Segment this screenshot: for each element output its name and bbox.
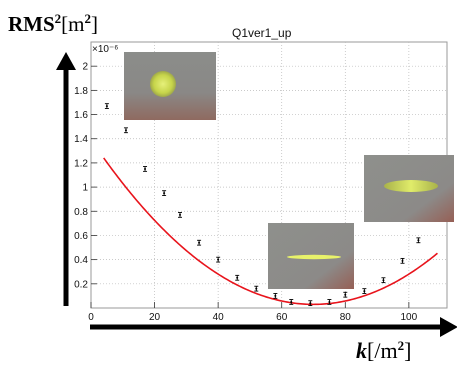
data-point [308, 300, 313, 307]
point-marker [236, 276, 239, 279]
tick-label-x: 60 [276, 312, 288, 323]
data-point [254, 285, 259, 292]
point-marker [290, 300, 293, 303]
data-point [143, 166, 148, 172]
tick-label-x: 0 [88, 312, 94, 323]
tick-label-y: 0.6 [74, 231, 88, 242]
tick-label-y: 0.8 [74, 207, 88, 218]
point-marker [328, 300, 331, 303]
tick-label-y: 1.4 [74, 134, 88, 145]
tick-marks [90, 65, 410, 308]
beam-spot-elongated [364, 155, 454, 222]
data-point [289, 299, 294, 305]
point-marker [274, 294, 277, 297]
data-point [416, 237, 421, 244]
data-point [104, 103, 109, 109]
point-marker [344, 293, 347, 296]
point-marker [382, 279, 385, 282]
tick-label-y: 1.6 [74, 110, 88, 121]
tick-label-x: 100 [401, 312, 418, 323]
point-marker [198, 241, 201, 244]
point-marker [363, 290, 366, 293]
elongated-beam-spot [384, 180, 438, 192]
y-axis-title: RMS2[m2] [8, 11, 98, 36]
point-marker [124, 129, 127, 132]
data-points [104, 103, 421, 307]
x-axis-arrow [90, 317, 457, 337]
tick-label-y: 1 [82, 183, 88, 194]
tick-labels: 0 20 40 60 80 100 0.2 0.4 0.6 0.8 1 1.2 1.4 1.6 1.8 2 [74, 62, 418, 323]
tick-label-y: 0.2 [74, 279, 88, 290]
tick-label-x: 20 [149, 312, 161, 323]
x-axis-title: k[/m2] [356, 338, 411, 363]
point-marker [163, 192, 166, 195]
point-marker [217, 258, 220, 261]
data-point [381, 277, 386, 284]
data-point [343, 291, 348, 298]
data-point [197, 239, 202, 246]
tick-label-y: 2 [82, 62, 88, 73]
data-point [273, 293, 278, 299]
tick-label-x: 80 [340, 312, 352, 323]
tick-label-x: 40 [213, 312, 225, 323]
data-point [362, 288, 367, 294]
data-point [178, 212, 182, 218]
point-marker [144, 167, 147, 170]
data-point [123, 127, 128, 134]
chart-title: Q1ver1_up [232, 26, 292, 40]
data-point [162, 190, 167, 197]
tick-label-y: 1.2 [74, 158, 88, 169]
tick-label-y: 1.8 [74, 86, 88, 97]
beam-spot-line [268, 223, 354, 289]
data-point [327, 299, 332, 305]
data-point [400, 257, 405, 264]
point-marker [255, 287, 258, 290]
line-beam-spot [287, 254, 341, 260]
point-marker [309, 302, 312, 305]
data-point [216, 256, 221, 263]
point-marker [401, 259, 404, 262]
y-multiplier: ×10⁻⁶ [92, 44, 118, 55]
data-point [235, 274, 240, 281]
beam-spot-round [124, 52, 216, 120]
point-marker [179, 213, 181, 216]
point-marker [417, 239, 420, 242]
y-axis-arrow [56, 52, 76, 306]
round-beam-spot [150, 71, 176, 97]
fit-curve [103, 157, 438, 306]
point-marker [105, 105, 108, 108]
tick-label-y: 0.4 [74, 255, 88, 266]
